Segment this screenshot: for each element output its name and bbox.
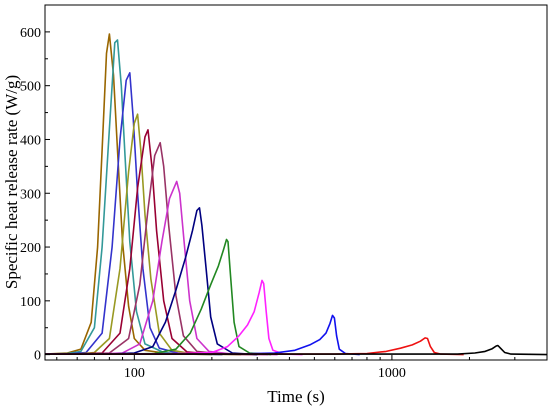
y-tick-label-600: 600 bbox=[20, 26, 41, 41]
tick-layer: 0 100 200 300 400 500 600 100 1000 bbox=[20, 4, 516, 381]
y-tick-label-200: 200 bbox=[20, 241, 41, 256]
plot-frame bbox=[44, 4, 548, 361]
series-line-9 bbox=[45, 238, 272, 356]
series-line-7 bbox=[45, 180, 278, 356]
series-line-13 bbox=[45, 344, 548, 356]
series-line-5 bbox=[45, 129, 258, 356]
series-line-6 bbox=[45, 141, 268, 356]
y-tick-label-300: 300 bbox=[20, 187, 41, 202]
x-tick-label-1000: 1000 bbox=[378, 366, 406, 381]
x-axis-title: Time (s) bbox=[267, 387, 324, 406]
x-tick-label-100: 100 bbox=[124, 366, 145, 381]
y-tick-label-0: 0 bbox=[34, 349, 41, 364]
series-layer bbox=[44, 33, 548, 356]
y-tick-label-400: 400 bbox=[20, 133, 41, 148]
series-line-8 bbox=[45, 207, 258, 356]
series-line-11 bbox=[45, 314, 360, 356]
series-line-2 bbox=[44, 39, 223, 356]
y-tick-label-500: 500 bbox=[20, 80, 41, 95]
y-tick-label-100: 100 bbox=[20, 295, 41, 310]
y-axis-title: Specific heat release rate (W/g) bbox=[2, 75, 21, 289]
series-line-1 bbox=[44, 33, 212, 356]
series-line-10 bbox=[45, 279, 303, 356]
series-line-4 bbox=[45, 113, 242, 356]
